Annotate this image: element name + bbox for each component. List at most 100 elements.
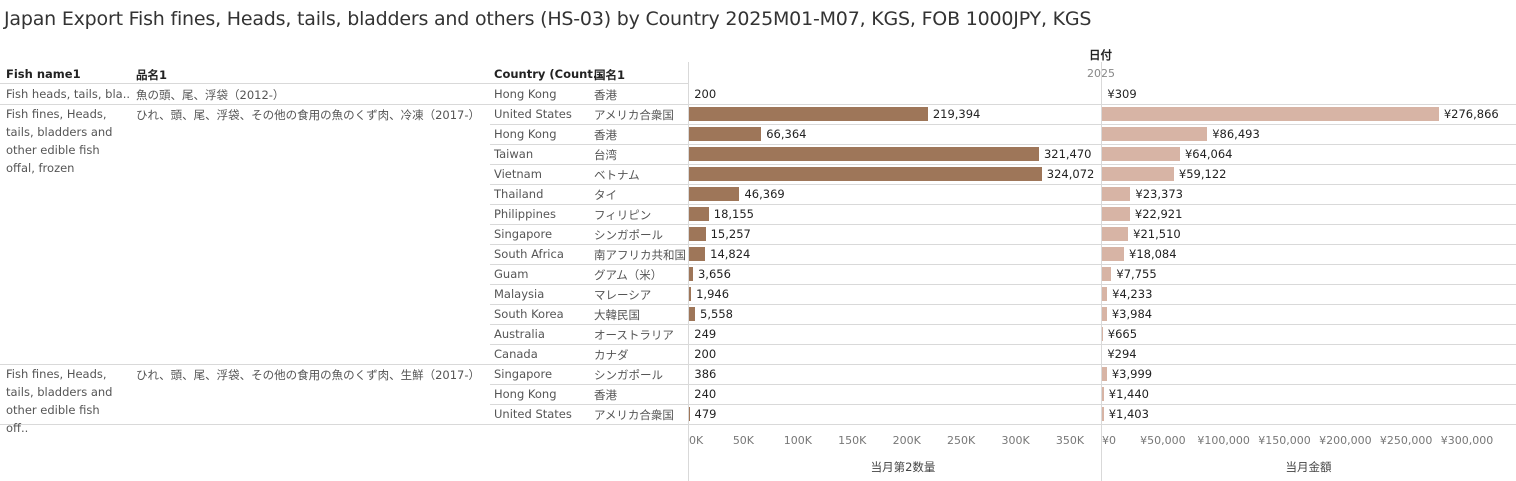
country-cell[interactable]: Hong Kong (494, 127, 557, 141)
qty-label: 200 (694, 87, 717, 101)
amount-bar[interactable] (1102, 147, 1180, 161)
qty-label: 5,558 (700, 307, 733, 321)
kokumei-cell[interactable]: 香港 (594, 88, 617, 102)
qty-label: 14,824 (710, 247, 751, 261)
hinmei-cell[interactable]: ひれ、頭、尾、浮袋、その他の食用の魚のくず肉、生鮮（2017-） (136, 368, 481, 382)
qty-label: 321,470 (1043, 147, 1092, 161)
amount-bar[interactable] (1102, 327, 1103, 341)
country-cell[interactable]: South Korea (494, 307, 564, 321)
kokumei-cell[interactable]: 台湾 (594, 148, 617, 162)
amount-bar[interactable] (1102, 387, 1104, 401)
amount-label: ¥59,122 (1178, 167, 1227, 181)
country-cell[interactable]: Philippines (494, 207, 556, 221)
amount-bar[interactable] (1102, 307, 1107, 321)
country-cell[interactable]: United States (494, 107, 572, 121)
amount-bar[interactable] (1102, 247, 1124, 261)
amount-bar[interactable] (1102, 187, 1131, 201)
row-divider (490, 384, 1516, 385)
country-cell[interactable]: Canada (494, 347, 538, 361)
kokumei-cell[interactable]: オーストラリア (594, 328, 674, 342)
amount-label: ¥309 (1107, 87, 1137, 101)
qty-label: 479 (694, 407, 717, 421)
amount-axis-tick: ¥50,000 (1140, 434, 1186, 447)
kokumei-cell[interactable]: マレーシア (594, 288, 652, 302)
fish-name-header[interactable]: Fish name1 (6, 67, 81, 81)
row-divider (0, 364, 1516, 365)
hinmei-header[interactable]: 品名1 (136, 68, 168, 82)
amount-bar[interactable] (1102, 407, 1104, 421)
country-cell[interactable]: Malaysia (494, 287, 545, 301)
kokumei-cell[interactable]: タイ (594, 188, 617, 202)
qty-bar[interactable] (689, 267, 693, 281)
qty-label: 324,072 (1046, 167, 1095, 181)
qty-label: 386 (694, 367, 717, 381)
qty-axis-tick: 350K (1055, 434, 1085, 447)
amount-bar[interactable] (1102, 367, 1107, 381)
country-cell[interactable]: Guam (494, 267, 529, 281)
country-cell[interactable]: United States (494, 407, 572, 421)
amount-bar[interactable] (1102, 167, 1174, 181)
fish-name-cell[interactable]: Fish fines, Heads, tails, bladders and o… (6, 107, 113, 175)
row-divider (490, 124, 1516, 125)
kokumei-cell[interactable]: 南アフリカ共和国 (594, 248, 686, 262)
country-cell[interactable]: Hong Kong (494, 87, 557, 101)
qty-bar[interactable] (689, 307, 696, 321)
amount-label: ¥64,064 (1184, 147, 1233, 161)
qty-axis-tick: 0K (689, 434, 704, 447)
country-header[interactable]: Country (Count.. (494, 67, 602, 81)
qty-bar[interactable] (689, 187, 740, 201)
amount-bar[interactable] (1102, 107, 1439, 121)
country-cell[interactable]: Singapore (494, 367, 553, 381)
amount-label: ¥22,921 (1134, 207, 1183, 221)
amount-label: ¥3,999 (1111, 367, 1153, 381)
kokumei-cell[interactable]: ベトナム (594, 168, 640, 182)
fish-name-cell[interactable]: Fish heads, tails, bla.. (6, 87, 131, 101)
country-cell[interactable]: Taiwan (494, 147, 534, 161)
date-header: 日付 (1089, 48, 1112, 62)
country-cell[interactable]: Australia (494, 327, 545, 341)
qty-bar[interactable] (689, 287, 692, 301)
amount-label: ¥3,984 (1111, 307, 1153, 321)
kokumei-cell[interactable]: アメリカ合衆国 (594, 108, 674, 122)
qty-bar[interactable] (689, 247, 706, 261)
kokumei-cell[interactable]: 大韓民国 (594, 308, 640, 322)
country-cell[interactable]: Thailand (494, 187, 544, 201)
kokumei-cell[interactable]: アメリカ合衆国 (594, 408, 674, 422)
qty-bar[interactable] (689, 127, 762, 141)
row-divider (490, 244, 1516, 245)
qty-axis-tick: 300K (1001, 434, 1030, 447)
amount-bar[interactable] (1102, 127, 1208, 141)
kokumei-header[interactable]: 国名1 (594, 68, 626, 82)
qty-label: 219,394 (932, 107, 981, 121)
kokumei-cell[interactable]: シンガポール (594, 368, 663, 382)
hinmei-cell[interactable]: ひれ、頭、尾、浮袋、その他の食用の魚のくず肉、冷凍（2017-） (136, 108, 481, 122)
fish-name-cell[interactable]: Fish fines, Heads, tails, bladders and o… (6, 367, 113, 435)
kokumei-cell[interactable]: 香港 (594, 128, 617, 142)
row-divider (490, 164, 1516, 165)
kokumei-cell[interactable]: シンガポール (594, 228, 663, 242)
qty-bar[interactable] (689, 107, 928, 121)
amount-bar[interactable] (1102, 267, 1112, 281)
kokumei-cell[interactable]: 香港 (594, 388, 617, 402)
country-cell[interactable]: Vietnam (494, 167, 542, 181)
qty-bar[interactable] (689, 227, 706, 241)
kokumei-cell[interactable]: グアム（米） (594, 268, 663, 282)
amount-bar[interactable] (1102, 287, 1108, 301)
qty-bar[interactable] (689, 207, 709, 221)
row-divider (490, 224, 1516, 225)
qty-label: 1,946 (696, 287, 730, 301)
qty-bar[interactable] (689, 407, 690, 421)
country-cell[interactable]: Hong Kong (494, 387, 557, 401)
table-bottom-line (0, 424, 1516, 425)
hinmei-cell[interactable]: 魚の頭、尾、浮袋（2012-） (136, 88, 285, 102)
kokumei-cell[interactable]: カナダ (594, 348, 629, 362)
country-cell[interactable]: Singapore (494, 227, 553, 241)
qty-bar[interactable] (689, 147, 1039, 161)
amount-bar[interactable] (1102, 207, 1130, 221)
kokumei-cell[interactable]: フィリピン (594, 208, 652, 222)
amount-bar[interactable] (1102, 227, 1129, 241)
qty-axis-label: 当月第2数量 (870, 460, 936, 474)
qty-bar[interactable] (689, 167, 1042, 181)
qty-axis-tick: 250K (947, 434, 976, 447)
country-cell[interactable]: South Africa (494, 247, 564, 261)
